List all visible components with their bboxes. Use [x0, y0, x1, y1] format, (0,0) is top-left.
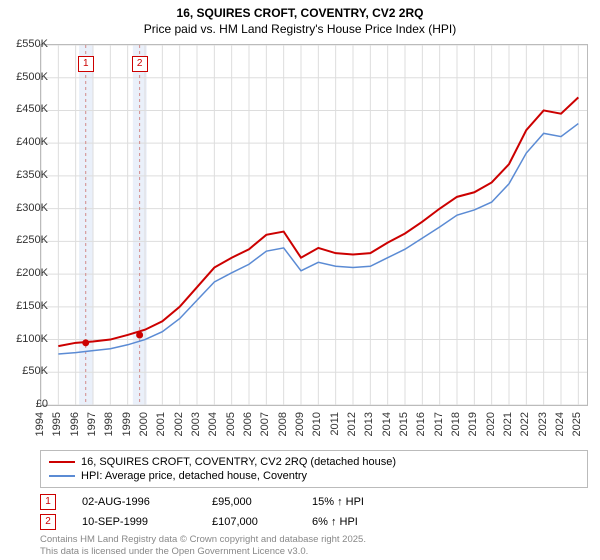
sale-date: 02-AUG-1996 — [82, 496, 192, 508]
legend-item: 16, SQUIRES CROFT, COVENTRY, CV2 2RQ (de… — [49, 455, 579, 469]
x-tick-label: 1996 — [69, 412, 81, 436]
y-tick-label: £200K — [4, 267, 48, 279]
y-tick-label: £100K — [4, 333, 48, 345]
legend-label: 16, SQUIRES CROFT, COVENTRY, CV2 2RQ (de… — [81, 456, 396, 468]
sale-index: 2 — [40, 514, 56, 530]
sale-row: 2 10-SEP-1999 £107,000 6% ↑ HPI — [40, 512, 402, 532]
y-tick-label: £450K — [4, 103, 48, 115]
x-tick-label: 2020 — [485, 412, 497, 436]
y-tick-label: £50K — [4, 365, 48, 377]
x-tick-label: 2015 — [398, 412, 410, 436]
x-tick-label: 1998 — [103, 412, 115, 436]
legend-item: HPI: Average price, detached house, Cove… — [49, 469, 579, 483]
x-tick-label: 1994 — [34, 412, 46, 436]
legend-swatch — [49, 475, 75, 477]
sale-price: £95,000 — [212, 496, 292, 508]
sale-date: 10-SEP-1999 — [82, 516, 192, 528]
legend-swatch — [49, 461, 75, 463]
x-tick-label: 2010 — [311, 412, 323, 436]
sale-annotation-1: 1 — [78, 56, 94, 72]
x-tick-label: 2025 — [571, 412, 583, 436]
x-tick-label: 2003 — [190, 412, 202, 436]
x-tick-label: 2022 — [519, 412, 531, 436]
x-tick-label: 2008 — [277, 412, 289, 436]
x-tick-label: 2002 — [173, 412, 185, 436]
sale-row: 1 02-AUG-1996 £95,000 15% ↑ HPI — [40, 492, 402, 512]
x-tick-label: 2018 — [450, 412, 462, 436]
x-tick-label: 2023 — [537, 412, 549, 436]
x-tick-label: 2009 — [294, 412, 306, 436]
y-tick-label: £0 — [4, 398, 48, 410]
x-tick-label: 2001 — [155, 412, 167, 436]
x-tick-label: 2013 — [363, 412, 375, 436]
x-tick-label: 2004 — [207, 412, 219, 436]
chart-container: 16, SQUIRES CROFT, COVENTRY, CV2 2RQ Pri… — [0, 0, 600, 560]
x-tick-label: 2016 — [415, 412, 427, 436]
sale-annotation-2: 2 — [132, 56, 148, 72]
sale-price: £107,000 — [212, 516, 292, 528]
footer-line-1: Contains HM Land Registry data © Crown c… — [40, 534, 366, 546]
x-tick-label: 2005 — [225, 412, 237, 436]
y-tick-label: £500K — [4, 71, 48, 83]
sales-list: 1 02-AUG-1996 £95,000 15% ↑ HPI 2 10-SEP-1999… — [40, 492, 402, 532]
x-tick-label: 2024 — [554, 412, 566, 436]
x-tick-label: 1997 — [86, 412, 98, 436]
x-tick-label: 2012 — [346, 412, 358, 436]
x-tick-label: 2021 — [502, 412, 514, 436]
sale-index: 1 — [40, 494, 56, 510]
sale-delta: 6% ↑ HPI — [312, 516, 402, 528]
x-tick-label: 2017 — [433, 412, 445, 436]
plot-area — [40, 44, 588, 406]
legend: 16, SQUIRES CROFT, COVENTRY, CV2 2RQ (de… — [40, 450, 588, 488]
legend-label: HPI: Average price, detached house, Cove… — [81, 470, 307, 482]
y-tick-label: £250K — [4, 234, 48, 246]
sale-delta: 15% ↑ HPI — [312, 496, 402, 508]
title-line-1: 16, SQUIRES CROFT, COVENTRY, CV2 2RQ — [0, 0, 600, 22]
x-tick-label: 2006 — [242, 412, 254, 436]
x-tick-label: 1995 — [51, 412, 63, 436]
x-tick-label: 1999 — [121, 412, 133, 436]
x-tick-label: 2014 — [381, 412, 393, 436]
x-tick-label: 2000 — [138, 412, 150, 436]
y-tick-label: £300K — [4, 202, 48, 214]
y-tick-label: £150K — [4, 300, 48, 312]
plot-svg — [41, 45, 587, 405]
x-tick-label: 2007 — [259, 412, 271, 436]
footer: Contains HM Land Registry data © Crown c… — [40, 534, 366, 558]
footer-line-2: This data is licensed under the Open Gov… — [40, 546, 366, 558]
x-tick-label: 2019 — [467, 412, 479, 436]
y-tick-label: £350K — [4, 169, 48, 181]
y-tick-label: £550K — [4, 38, 48, 50]
x-tick-label: 2011 — [329, 412, 341, 436]
title-line-2: Price paid vs. HM Land Registry's House … — [0, 22, 600, 40]
y-tick-label: £400K — [4, 136, 48, 148]
